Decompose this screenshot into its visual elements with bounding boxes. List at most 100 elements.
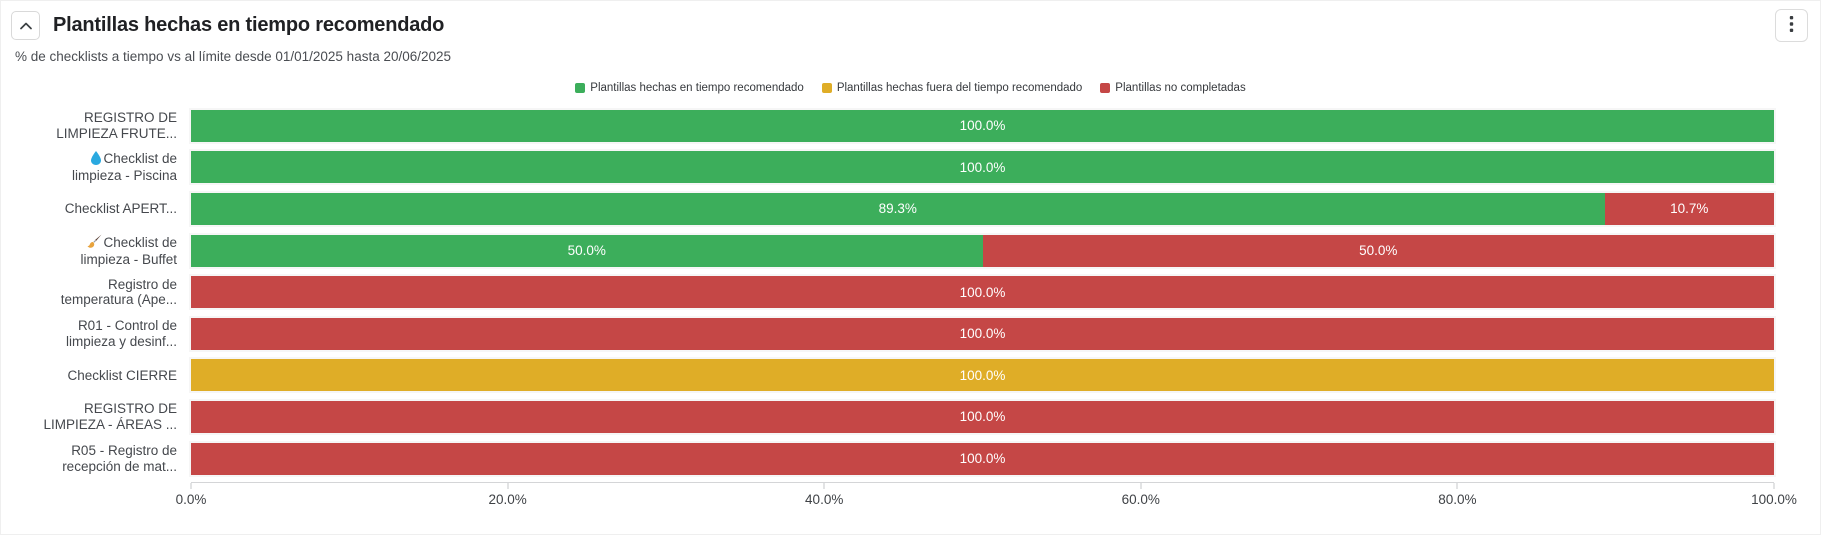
droplet-icon [90,150,102,169]
category-label: REGISTRO DE LIMPIEZA FRUTE... [1,110,191,141]
bar-segment[interactable]: 50.0% [982,234,1774,267]
bar-area: 89.3% 10.7% [191,192,1774,225]
legend-swatch-icon [575,83,586,93]
collapse-button[interactable] [11,10,40,40]
bar-value-label: 50.0% [567,243,606,259]
bar-stack: 100.0% [191,400,1774,433]
x-axis-tick-label: 20.0% [488,492,527,508]
category-label-text: R01 - Control de [77,318,177,334]
x-axis: 0.0% 20.0% 40.0% 60.0% 80.0% 100.0% [1,482,1820,516]
bar-value-label: 100.0% [959,118,1006,134]
options-menu-button[interactable] [1775,8,1808,42]
bar-stack: 100.0% [191,317,1774,350]
x-axis-tick-label: 40.0% [805,492,844,508]
category-label-text: REGISTRO DE [83,401,177,417]
bar-area: 100.0% [191,442,1774,475]
x-axis-tick [823,483,825,490]
legend-item[interactable]: Plantillas hechas en tiempo recomendado [575,82,804,94]
bar-segment[interactable]: 89.3% [191,192,1605,225]
chart-legend: Plantillas hechas en tiempo recomendado P… [1,80,1820,96]
category-label-text: Checklist de [103,150,177,166]
bar-value-label: 100.0% [959,159,1006,175]
bar-value-label: 100.0% [959,326,1006,342]
category-label-text: LIMPIEZA - ÁREAS ... [43,416,177,432]
bar-stack: 100.0% [191,276,1774,309]
axis-spacer [1,482,191,516]
bar-area: 100.0% [191,359,1774,392]
x-axis-tick [1456,483,1458,490]
category-label: Checklist de limpieza - Piscina [1,150,191,184]
bar-segment[interactable]: 10.7% [1604,192,1774,225]
bar-value-label: 100.0% [959,409,1006,425]
category-label: Checklist APERT... [1,201,191,217]
bar-stack: 100.0% [191,151,1774,184]
brush-icon [87,234,102,253]
chart-row: REGISTRO DE LIMPIEZA FRUTE... 100.0% [1,105,1820,147]
chart-row: Checklist APERT... 89.3% 10.7% [1,188,1820,230]
page-title: Plantillas hechas en tiempo recomendado [53,13,445,36]
category-label: R05 - Registro de recepción de mat... [1,443,191,474]
bar-segment[interactable]: 100.0% [191,276,1774,309]
bar-segment[interactable]: 50.0% [191,234,983,267]
x-axis-track: 0.0% 20.0% 40.0% 60.0% 80.0% 100.0% [176,482,1797,516]
legend-label: Plantillas hechas fuera del tiempo recom… [836,82,1083,94]
bar-value-label: 100.0% [959,367,1006,383]
x-axis-tick-label: 100.0% [1751,492,1797,508]
bar-area: 100.0% [191,109,1774,142]
category-label-text: REGISTRO DE [83,110,177,126]
bar-area: 100.0% [191,400,1774,433]
category-label-text: limpieza y desinf... [65,333,177,349]
legend-label: Plantillas hechas en tiempo recomendado [590,82,804,94]
category-label-text: temperatura (Ape... [60,292,177,308]
category-label-text: Checklist CIERRE [67,367,177,383]
bar-area: 50.0% 50.0% [191,234,1774,267]
bar-segment[interactable]: 100.0% [191,151,1774,184]
bar-area: 100.0% [191,317,1774,350]
category-label: REGISTRO DE LIMPIEZA - ÁREAS ... [1,401,191,432]
category-label: Checklist CIERRE [1,368,191,384]
legend-swatch-icon [821,83,832,93]
bar-value-label: 100.0% [959,451,1006,467]
x-axis-tick [1773,483,1775,490]
chart-row: Registro de temperatura (Ape... 100.0% [1,271,1820,313]
chart-row: REGISTRO DE LIMPIEZA - ÁREAS ... 100.0% [1,396,1820,438]
widget-header: Plantillas hechas en tiempo recomendado [1,1,1820,42]
chart-row: R01 - Control de limpieza y desinf... 100.… [1,313,1820,355]
bar-stack: 89.3% 10.7% [191,192,1774,225]
legend-item[interactable]: Plantillas hechas fuera del tiempo recom… [821,82,1083,94]
bar-area: 100.0% [191,151,1774,184]
chevron-up-icon [19,18,32,33]
x-axis-tick-label: 0.0% [175,492,207,508]
category-label-text: limpieza - Piscina [71,168,177,184]
bar-stack: 100.0% [191,109,1774,142]
bar-segment[interactable]: 100.0% [191,317,1774,350]
category-label-text: recepción de mat... [62,458,177,474]
legend-item[interactable]: Plantillas no completadas [1100,82,1246,94]
bar-value-label: 100.0% [959,284,1006,300]
bar-segment[interactable]: 100.0% [191,109,1774,142]
bar-stack: 50.0% 50.0% [191,234,1774,267]
category-label: Registro de temperatura (Ape... [1,277,191,308]
chart-row: Checklist CIERRE 100.0% [1,355,1820,397]
bar-value-label: 50.0% [1359,243,1398,259]
x-axis-tick [507,483,509,490]
bar-stack: 100.0% [191,442,1774,475]
chart-subtitle: % de checklists a tiempo vs al límite de… [15,49,452,64]
category-label-text: LIMPIEZA FRUTE... [56,125,177,141]
bar-value-label: 10.7% [1670,201,1709,217]
category-label-text: Registro de [107,276,177,292]
legend-swatch-icon [1100,83,1111,93]
bar-segment[interactable]: 100.0% [191,400,1774,433]
kebab-menu-icon [1789,15,1794,36]
x-axis-tick [1140,483,1142,490]
bar-segment[interactable]: 100.0% [191,359,1774,392]
bar-value-label: 89.3% [878,201,917,217]
x-axis-tick-label: 60.0% [1121,492,1160,508]
chart-row: R05 - Registro de recepción de mat... 100.… [1,438,1820,480]
category-label: Checklist de limpieza - Buffet [1,234,191,268]
chart-row: Checklist de limpieza - Piscina 100.0% [1,147,1820,189]
bar-stack: 100.0% [191,359,1774,392]
chart-row: Checklist de limpieza - Buffet 50.0% 50.0% [1,230,1820,272]
bar-segment[interactable]: 100.0% [191,442,1774,475]
